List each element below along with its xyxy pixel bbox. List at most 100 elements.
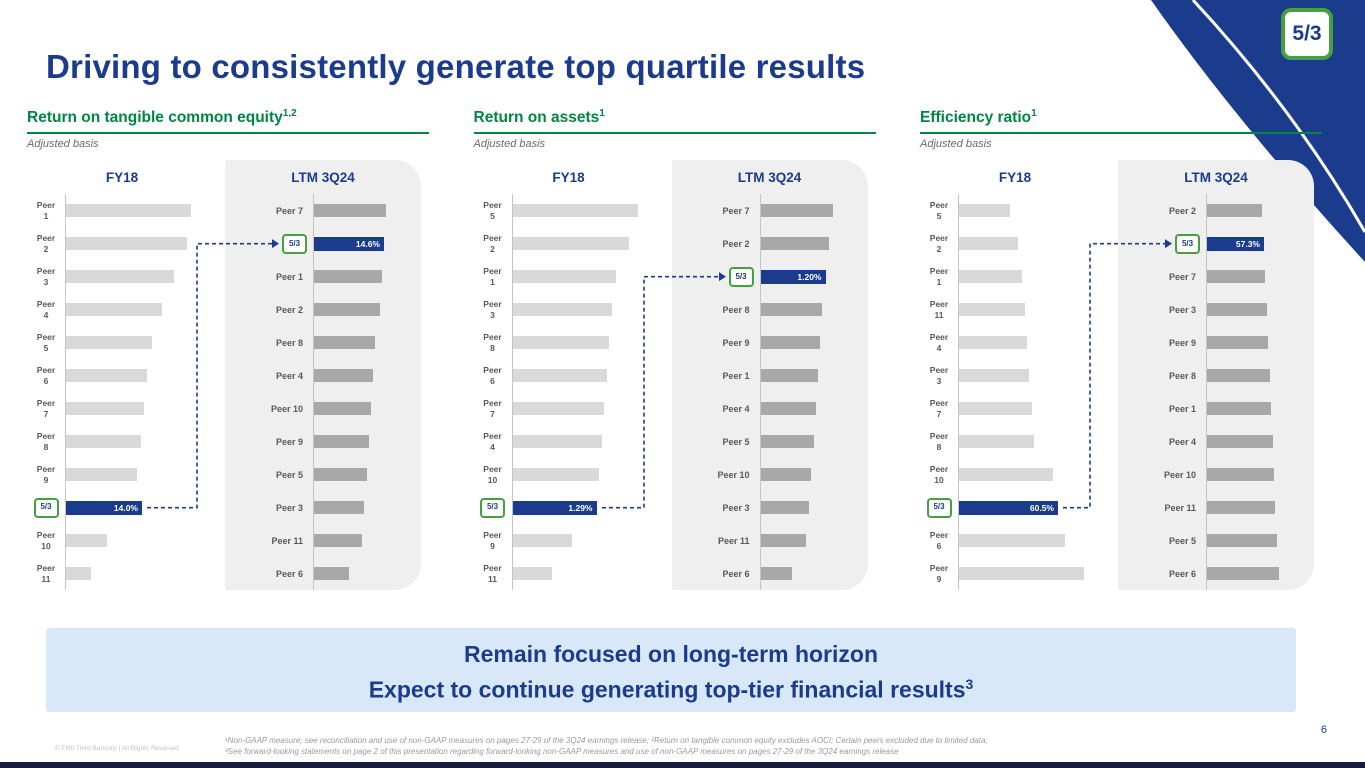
bar-track (759, 524, 868, 558)
bar-row: Peer 11 (672, 524, 868, 558)
peer-bar (959, 468, 1053, 482)
bar-row: Peer 2 (27, 227, 217, 261)
bar-track (1206, 293, 1314, 327)
peer-bar (314, 270, 382, 284)
bar-track (958, 359, 1110, 393)
row-label: Peer 5 (483, 199, 502, 221)
peer-bar (512, 270, 616, 284)
highlight-bar: 14.0% (66, 500, 142, 515)
bar-track (759, 194, 868, 228)
bar-track (65, 260, 217, 294)
row-logo-label: 5/3 (474, 497, 512, 518)
bar-track: 14.6% (313, 227, 421, 261)
row-label: Peer 10 (717, 469, 750, 480)
bar-row: Peer 2 (474, 227, 664, 261)
peer-bar (512, 402, 604, 416)
peer-bar (1207, 204, 1262, 218)
bar-row: Peer 3 (225, 491, 421, 525)
bar-track (65, 194, 217, 228)
bar-track (313, 491, 421, 525)
peer-bar (959, 435, 1034, 449)
bar-track (65, 524, 217, 558)
peer-bar (760, 204, 833, 218)
bar-row: Peer 3 (920, 359, 1110, 393)
row-label: Peer 4 (483, 430, 502, 452)
bar-row: Peer 5 (474, 194, 664, 228)
bar-row: Peer 7 (672, 194, 868, 228)
bar-track (958, 194, 1110, 228)
bar-track (958, 425, 1110, 459)
bar-track (65, 458, 217, 492)
bar-track (958, 458, 1110, 492)
peer-bar (760, 369, 818, 383)
chart-subtitle: Adjusted basis (27, 138, 99, 151)
bar-track (759, 392, 868, 426)
bar-track (511, 194, 664, 228)
bar-track (958, 227, 1110, 261)
bar-row: Peer 6 (27, 359, 217, 393)
peer-bar (314, 468, 367, 482)
page-title: Driving to consistently generate top qua… (46, 48, 866, 86)
row-logo-label: 5/3 (1118, 233, 1206, 254)
row-label: Peer 7 (1168, 271, 1196, 282)
peer-bar (959, 204, 1010, 218)
column-ltm-3q24: LTM 3Q24 Peer 2 5/3 57.3% Peer 7 Peer 3 Peer 9… (1118, 160, 1314, 591)
column-fy18: FY18 Peer 5 Peer 2 Peer 1 Peer 3 Peer 8 Peer 6 Peer 7 P… (474, 160, 664, 591)
row-label: Peer 7 (36, 397, 56, 419)
bar-track (313, 458, 421, 492)
callout-line-2-text: Expect to continue generating top-tier f… (368, 676, 966, 703)
bar-row: Peer 9 (920, 557, 1110, 591)
bar-track (313, 359, 421, 393)
row-label: Peer 7 (722, 205, 750, 216)
bar-row: Peer 9 (1118, 326, 1314, 360)
column-fy18: FY18 Peer 1 Peer 2 Peer 3 Peer 4 Peer 5 Peer 6 Peer 7 P… (27, 160, 217, 591)
bar-track (1206, 194, 1314, 228)
chart-panel: Efficiency ratio1 Adjusted basis FY18 Peer 5… (920, 108, 1322, 591)
peer-bar (66, 468, 137, 482)
peer-bar (512, 336, 609, 350)
bar-track (511, 392, 664, 426)
bar-track (958, 326, 1110, 360)
row-label: Peer 4 (929, 331, 949, 353)
bar-track (313, 293, 421, 327)
bar-row: Peer 4 (27, 293, 217, 327)
column-header: FY18 (552, 169, 585, 185)
peer-bar (959, 369, 1029, 383)
bar-track (759, 425, 868, 459)
bar-row: 5/3 1.20% (672, 260, 868, 294)
bar-row: Peer 6 (474, 359, 664, 393)
bar-row: Peer 5 (27, 326, 217, 360)
bar-row: Peer 3 (1118, 293, 1314, 327)
bar-track (1206, 491, 1314, 525)
highlight-bar: 57.3% (1207, 236, 1264, 251)
bar-row: Peer 10 (920, 458, 1110, 492)
column-header: LTM 3Q24 (737, 169, 802, 185)
column-header: LTM 3Q24 (1184, 169, 1248, 185)
row-label: Peer 9 (36, 463, 56, 485)
chart-subtitle: Adjusted basis (473, 138, 546, 151)
chart-title: Return on assets1 (473, 108, 876, 135)
bar-track (313, 326, 421, 360)
bar-row: Peer 10 (1118, 458, 1314, 492)
bar-row: Peer 11 (474, 557, 664, 591)
bar-track (759, 326, 868, 360)
row-label: Peer 8 (1168, 370, 1196, 381)
peer-bar (959, 237, 1018, 251)
row-label: Peer 6 (275, 568, 303, 579)
bar-row: Peer 8 (27, 425, 217, 459)
column-header: FY18 (998, 169, 1032, 185)
peer-bar (1207, 567, 1279, 581)
bar-track (759, 458, 868, 492)
peer-bar (512, 435, 602, 449)
peer-bar (760, 303, 822, 317)
bar-track (65, 359, 217, 393)
row-label: Peer 11 (271, 535, 303, 546)
bar-row: Peer 1 (1118, 392, 1314, 426)
row-label: Peer 1 (1168, 403, 1196, 414)
highlight-bar: 60.5% (959, 500, 1058, 515)
row-logo-label: 5/3 (920, 497, 958, 518)
bar-track (958, 524, 1110, 558)
row-label: Peer 6 (722, 568, 750, 579)
row-label: Peer 8 (929, 430, 949, 452)
